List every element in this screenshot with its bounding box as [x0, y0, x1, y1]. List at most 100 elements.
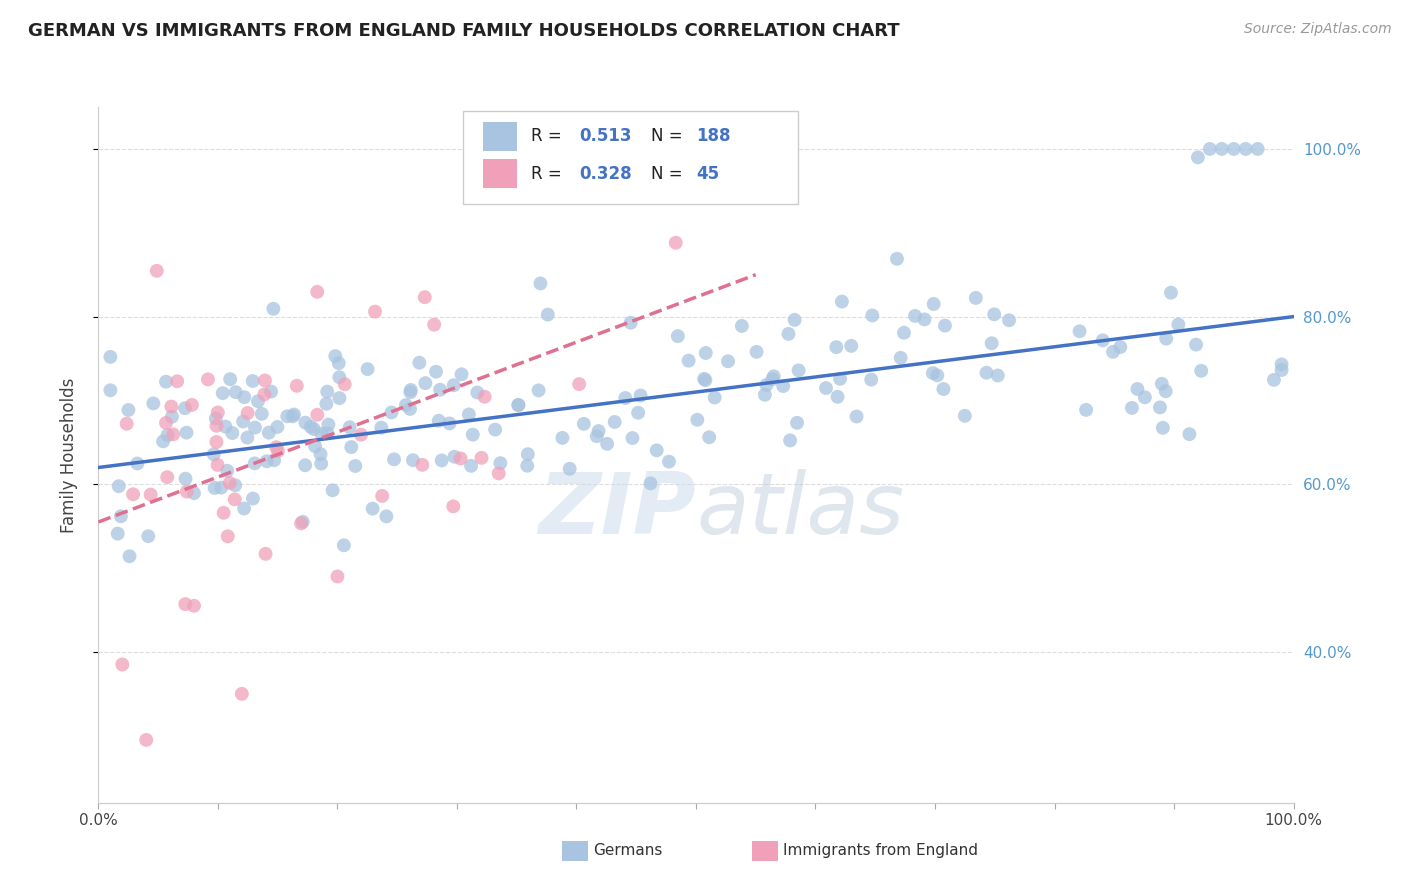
Point: [136, 529, 159, 543]
Point: [998, 313, 1021, 327]
Point: [488, 467, 510, 481]
Point: [304, 439, 326, 453]
Point: [411, 458, 433, 472]
Point: [328, 370, 350, 384]
Point: [316, 426, 339, 441]
Point: [755, 378, 778, 392]
Point: [180, 398, 202, 412]
Point: [285, 378, 308, 392]
Point: [860, 373, 883, 387]
Point: [110, 509, 132, 524]
Point: [156, 470, 179, 484]
Point: [425, 365, 447, 379]
Point: [316, 384, 339, 399]
Point: [307, 285, 329, 299]
Point: [1185, 337, 1208, 351]
Point: [212, 506, 235, 520]
Point: [465, 385, 488, 400]
Point: [395, 398, 418, 412]
FancyBboxPatch shape: [463, 111, 797, 204]
Point: [778, 326, 800, 341]
Text: R =: R =: [531, 128, 567, 145]
Point: [761, 372, 783, 386]
Point: [267, 444, 290, 458]
Point: [333, 377, 356, 392]
Point: [266, 440, 288, 454]
Point: [754, 388, 776, 402]
Point: [922, 297, 945, 311]
Point: [1149, 401, 1171, 415]
Point: [356, 362, 378, 376]
Point: [209, 481, 232, 495]
Point: [315, 397, 337, 411]
Point: [1150, 376, 1173, 391]
Point: [402, 453, 425, 467]
Point: [326, 569, 349, 583]
Point: [430, 453, 453, 467]
Point: [1160, 285, 1182, 300]
Point: [202, 447, 225, 461]
Text: R =: R =: [531, 165, 567, 183]
Point: [211, 386, 233, 401]
Point: [1198, 142, 1220, 156]
Point: [371, 489, 394, 503]
Point: [516, 447, 538, 461]
Point: [717, 354, 740, 368]
Point: [1154, 332, 1177, 346]
Point: [745, 344, 768, 359]
Point: [307, 408, 329, 422]
Point: [266, 420, 288, 434]
Point: [976, 366, 998, 380]
Point: [1121, 401, 1143, 415]
Point: [197, 372, 219, 386]
Point: [382, 452, 405, 467]
Point: [572, 417, 595, 431]
Point: [825, 340, 848, 354]
Point: [118, 549, 141, 564]
Point: [309, 457, 332, 471]
Point: [135, 733, 157, 747]
Point: [217, 464, 239, 478]
Point: [176, 484, 198, 499]
Point: [155, 375, 177, 389]
Point: [361, 501, 384, 516]
Point: [322, 483, 344, 498]
Point: [344, 458, 367, 473]
Point: [603, 415, 626, 429]
Point: [814, 381, 837, 395]
Point: [224, 478, 246, 492]
Point: [204, 411, 226, 425]
Point: [399, 401, 422, 416]
Point: [146, 264, 169, 278]
Point: [166, 374, 188, 388]
Point: [370, 420, 392, 434]
Point: [783, 313, 806, 327]
Point: [413, 290, 436, 304]
Text: 0.513: 0.513: [579, 128, 631, 145]
Point: [1167, 318, 1189, 332]
Point: [127, 457, 149, 471]
Point: [217, 529, 239, 543]
Point: [256, 454, 278, 468]
Text: 45: 45: [696, 165, 718, 183]
Point: [340, 440, 363, 454]
Point: [1126, 382, 1149, 396]
Point: [236, 406, 259, 420]
Point: [980, 336, 1002, 351]
Point: [236, 431, 259, 445]
Point: [461, 427, 484, 442]
Point: [427, 414, 450, 428]
Point: [399, 385, 422, 400]
Point: [350, 427, 373, 442]
Point: [508, 398, 530, 412]
Point: [290, 516, 312, 531]
Point: [658, 455, 681, 469]
Point: [827, 390, 849, 404]
Point: [204, 481, 226, 495]
Point: [470, 450, 492, 465]
Point: [174, 472, 197, 486]
Point: [1102, 344, 1125, 359]
Point: [205, 435, 228, 450]
Point: [965, 291, 987, 305]
Point: [225, 385, 247, 400]
